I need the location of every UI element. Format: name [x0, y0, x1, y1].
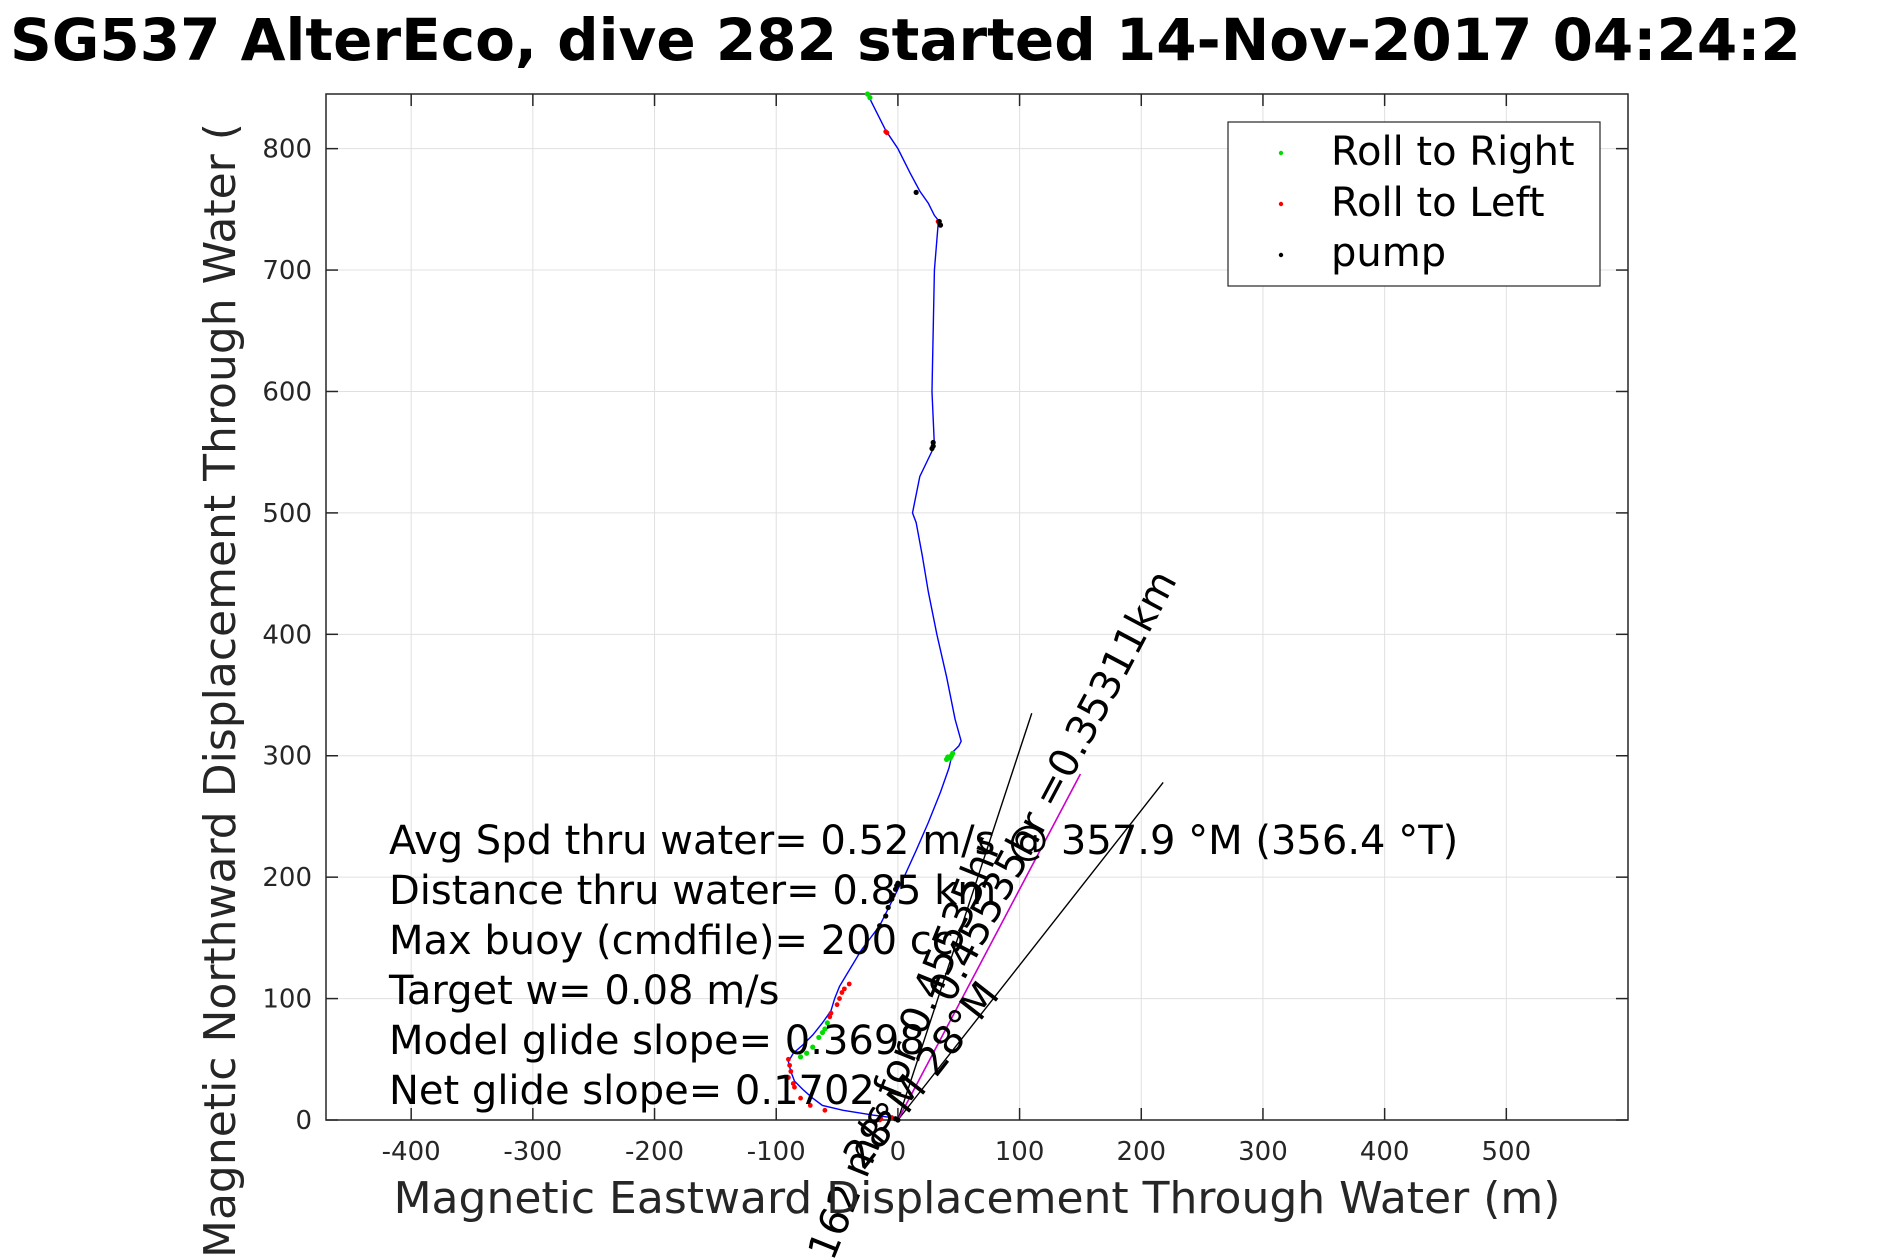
x-tick-label: -100 [747, 1137, 806, 1167]
pump-point [936, 218, 942, 225]
roll-left-point [884, 130, 890, 136]
y-tick-label: 800 [262, 135, 312, 165]
roll-left-point [839, 990, 845, 995]
roll-right-point [804, 1050, 810, 1056]
roll-right-point [810, 1044, 816, 1050]
roll-right-point [816, 1034, 822, 1041]
axis-ticks: -400 -300 -200 -100 0 100 200 300 400 500 0 100 200 3… [262, 94, 1628, 1167]
legend-marker-roll-left [1278, 201, 1284, 207]
glide-lines [897, 713, 1164, 1121]
roll-left-point [798, 1095, 803, 1101]
roll-right-point [945, 754, 951, 760]
roll-left-point [822, 1107, 828, 1113]
y-tick-label: 500 [262, 499, 312, 529]
x-axis-label: Magnetic Eastward Displacement Through W… [394, 1173, 1561, 1224]
marker-layer [785, 91, 956, 1123]
annotation-block: Avg Spd thru water= 0.52 m/s @ 357.9 °M … [388, 818, 1458, 1114]
x-tick-label: 500 [1481, 1137, 1531, 1167]
annotation-line: Net glide slope= 0.1702 [389, 1068, 875, 1114]
x-tick-label: 100 [995, 1137, 1045, 1167]
y-tick-label: 200 [262, 863, 312, 893]
annotation-line: Max buoy (cmdfile)= 200 cc [389, 918, 954, 964]
roll-right-point [822, 1026, 828, 1032]
legend-box [1227, 121, 1601, 287]
chart-title: SG537 AlterEco, dive 282 started 14-Nov-… [10, 6, 1801, 74]
roll-left-point [846, 981, 852, 987]
y-tick-label: 700 [262, 256, 312, 286]
x-tick-label: 400 [1360, 1137, 1410, 1167]
roll-left-point [807, 1103, 813, 1108]
legend-marker-roll-right [1278, 150, 1284, 156]
x-tick-label: 300 [1238, 1137, 1288, 1167]
roll-left-point [787, 1062, 793, 1068]
legend-label-pump: pump [1331, 230, 1446, 276]
roll-left-point [827, 1014, 833, 1020]
pump-point [885, 904, 891, 911]
legend: Roll to Right Roll to Left pump [1227, 121, 1601, 287]
pump-point [930, 439, 936, 446]
legend-label-roll-right: Roll to Right [1331, 129, 1575, 175]
x-tick-label: -200 [625, 1137, 684, 1167]
annotation-line: Model glide slope= 0.3698 [389, 1018, 925, 1064]
x-tick-label: -400 [382, 1137, 441, 1167]
y-tick-label: 100 [262, 985, 312, 1015]
roll-right-point [867, 95, 873, 101]
roll-left-point [785, 1075, 791, 1080]
roll-right-point [950, 750, 956, 756]
x-tick-label: -300 [503, 1137, 562, 1167]
pump-point [877, 923, 883, 929]
x-tick-label: 0 [890, 1137, 907, 1167]
pump-point [895, 880, 901, 886]
roll-right-point [797, 1054, 804, 1060]
pump-point [883, 913, 889, 919]
pump-point [892, 1116, 899, 1122]
y-tick-label: 400 [262, 620, 312, 650]
roll-left-point [828, 1010, 834, 1016]
roll-left-point [785, 1056, 791, 1062]
legend-label-roll-left: Roll to Left [1331, 180, 1545, 226]
roll-right-point [824, 1020, 830, 1026]
annotation-line: Distance thru water= 0.85 km [389, 868, 996, 914]
y-tick-label: 300 [262, 742, 312, 772]
roll-left-point [841, 986, 847, 992]
plot-area-frame [325, 93, 1629, 1121]
roll-left-point [837, 996, 842, 1001]
glide-slope-line [897, 713, 1033, 1121]
legend-marker-pump [1278, 252, 1284, 258]
roll-left-point [878, 1116, 884, 1122]
model-glide-line [897, 773, 1082, 1121]
y-tick-label: 0 [295, 1106, 312, 1136]
y-tick-label: 600 [262, 377, 312, 407]
pump-point [890, 892, 896, 898]
pump-point [930, 443, 936, 449]
pump-point [913, 189, 919, 195]
y-axis-label: Magnetic Northward Displacement Through … [195, 123, 246, 1258]
annotation-line: Target w= 0.08 m/s [388, 968, 779, 1014]
roll-right-point [819, 1029, 826, 1036]
roll-left-point [790, 1081, 796, 1086]
roll-left-point [834, 1002, 840, 1008]
x-tick-label: 200 [1116, 1137, 1166, 1167]
roll-left-point [788, 1069, 794, 1074]
glide-slope-line [897, 782, 1164, 1121]
annotation-line: Avg Spd thru water= 0.52 m/s @ 357.9 °M … [389, 818, 1458, 864]
roll-left-point [792, 1084, 797, 1090]
roll-right-point [864, 91, 871, 97]
